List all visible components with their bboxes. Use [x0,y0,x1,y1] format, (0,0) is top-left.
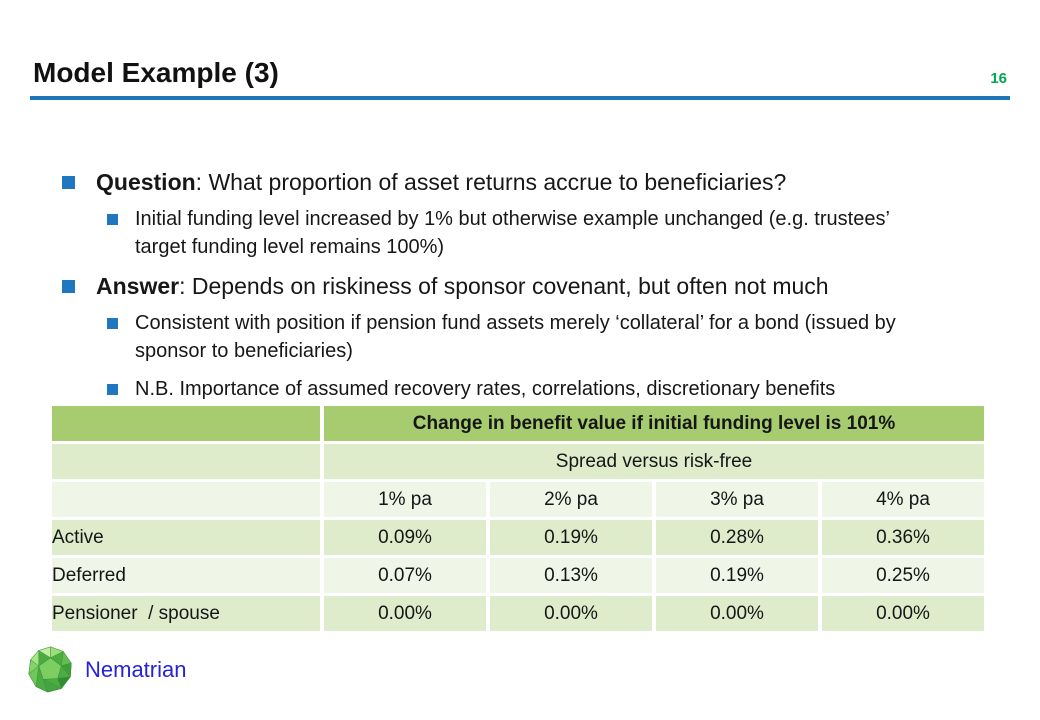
table-cell: 0.07% [324,558,486,593]
row-label: Deferred [52,558,320,593]
bullet-square-icon [107,384,118,395]
table-row: Pensioner / spouse 0.00% 0.00% 0.00% 0.0… [52,596,984,631]
bullet-square-icon [107,214,118,225]
column-header: 2% pa [490,482,652,517]
table-cell: 0.25% [822,558,984,593]
bullet-text: Answer: Depends on riskiness of sponsor … [96,271,829,301]
table-cell: 0.13% [490,558,652,593]
table-corner-cell [52,406,320,441]
table-cell: 0.19% [490,520,652,555]
bullet-text: N.B. Importance of assumed recovery rate… [135,378,836,400]
column-header: 4% pa [822,482,984,517]
table-subheader: Spread versus risk-free [324,444,984,479]
results-table: Change in benefit value if initial fundi… [48,403,988,634]
bullet-item-nb: N.B. Importance of assumed recovery rate… [107,375,997,403]
title-divider [30,96,1010,100]
bullet-item-answer: Answer: Depends on riskiness of sponsor … [62,271,997,301]
page-title: Model Example (3) [33,57,279,88]
bullet-text: Initial funding level increased by 1% bu… [135,208,890,258]
table-row: Active 0.09% 0.19% 0.28% 0.36% [52,520,984,555]
table-empty-cell [52,482,320,517]
nematrian-logo-icon [28,646,72,693]
table-cell: 0.19% [656,558,818,593]
table-cell: 0.00% [822,596,984,631]
table-column-header-row: 1% pa 2% pa 3% pa 4% pa [52,482,984,517]
table-cell: 0.00% [656,596,818,631]
table-cell: 0.09% [324,520,486,555]
bullet-square-icon [62,280,75,293]
row-label: Pensioner / spouse [52,596,320,631]
column-header: 3% pa [656,482,818,517]
bullet-item-initial-funding: Initial funding level increased by 1% bu… [107,205,997,261]
table-cell: 0.00% [490,596,652,631]
table-header-row: Change in benefit value if initial fundi… [52,406,984,441]
bullet-item-consistent: Consistent with position if pension fund… [107,309,997,365]
table-cell: 0.36% [822,520,984,555]
bullet-square-icon [107,318,118,329]
bullet-lead: Question [96,169,196,195]
table-cell: 0.28% [656,520,818,555]
footer: Nematrian [27,643,186,696]
bullet-rest: : What proportion of asset returns accru… [195,169,787,195]
row-label: Active [52,520,320,555]
bullet-text: Question: What proportion of asset retur… [96,167,786,197]
column-header: 1% pa [324,482,486,517]
bullet-lead: Answer [96,273,180,299]
table-subheader-row: Spread versus risk-free [52,444,984,479]
bullet-rest: : Depends on riskiness of sponsor covena… [179,273,829,299]
bullet-square-icon [62,176,75,189]
bullet-text: Consistent with position if pension fund… [135,312,896,362]
brand-name: Nematrian [85,656,187,682]
table-header-title: Change in benefit value if initial fundi… [324,406,984,441]
bullet-item-question: Question: What proportion of asset retur… [62,167,997,197]
table-row: Deferred 0.07% 0.13% 0.19% 0.25% [52,558,984,593]
page-number: 16 [990,70,1007,87]
table-cell: 0.00% [324,596,486,631]
bullet-list: Question: What proportion of asset retur… [62,167,997,413]
table-empty-cell [52,444,320,479]
